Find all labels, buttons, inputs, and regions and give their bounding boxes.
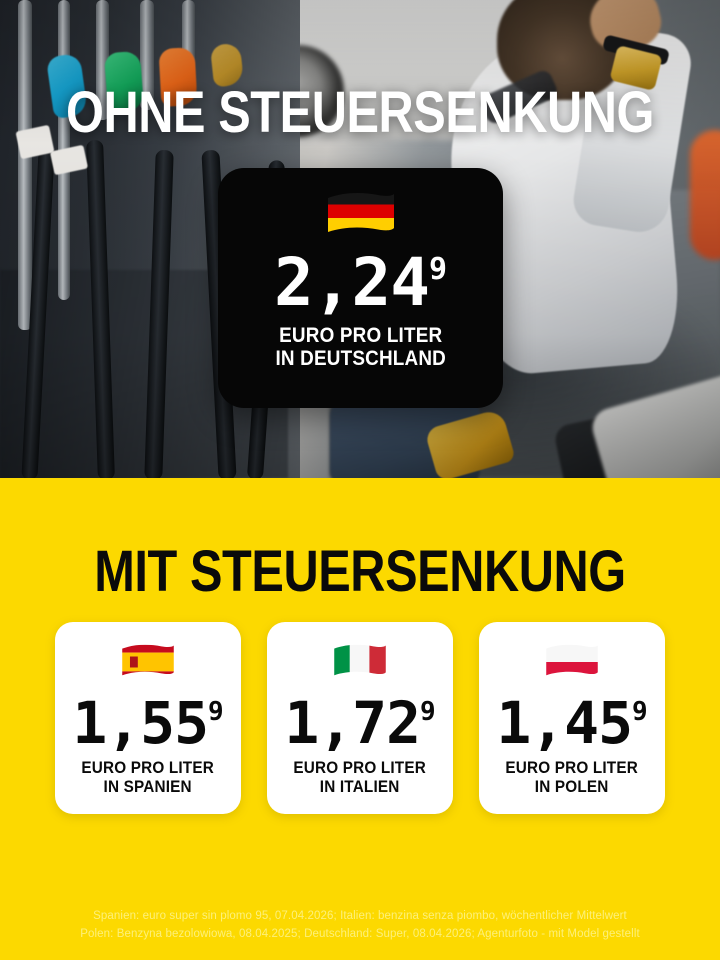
flag-germany-icon: [324, 190, 398, 245]
price-value-italy: 1,72 9: [284, 689, 436, 757]
price-main-italy: 1,72: [284, 689, 421, 757]
price-caption-germany: EURO PRO LITER IN DEUTSCHLAND: [275, 324, 446, 371]
price-caption-line1: EURO PRO LITER: [278, 323, 443, 347]
price-card-spain: 1,55 9 EURO PRO LITER IN SPANIEN: [55, 622, 241, 814]
orange-background-object: [690, 130, 720, 260]
price-card-germany: 2,24 9 EURO PRO LITER IN DEUTSCHLAND: [218, 168, 503, 408]
flag-spain-icon: [119, 642, 177, 687]
price-value-germany: 2,24 9: [273, 244, 447, 321]
price-superscript-spain: 9: [208, 697, 224, 727]
price-caption-line1: EURO PRO LITER: [505, 758, 639, 778]
flag-italy-icon: [331, 642, 389, 687]
page-title-top: OHNE STEUERSENKUNG: [66, 80, 654, 145]
price-card-poland: 1,45 9 EURO PRO LITER IN POLEN: [479, 622, 665, 814]
price-caption-italy: EURO PRO LITER IN ITALIEN: [294, 758, 427, 796]
price-caption-poland: EURO PRO LITER IN POLEN: [506, 758, 639, 796]
price-caption-line1: EURO PRO LITER: [293, 758, 427, 778]
price-caption-line2: IN POLEN: [535, 777, 609, 797]
price-main-spain: 1,55: [72, 689, 209, 757]
price-caption-line1: EURO PRO LITER: [81, 758, 215, 778]
pump-tube-1: [18, 0, 32, 330]
pump-tube-4: [140, 0, 154, 110]
price-card-italy: 1,72 9 EURO PRO LITER IN ITALIEN: [267, 622, 453, 814]
price-card-list: 1,55 9 EURO PRO LITER IN SPANIEN: [55, 622, 665, 814]
footnote-line-2: Polen: Benzyna bezolowiowa, 08.04.2025; …: [80, 927, 640, 940]
price-superscript-poland: 9: [632, 697, 648, 727]
page-title-bottom: MIT STEUERSENKUNG: [94, 539, 626, 604]
price-main-germany: 2,24: [273, 244, 430, 321]
price-superscript-germany: 9: [428, 252, 447, 287]
price-caption-line2: IN SPANIEN: [103, 777, 193, 797]
price-main-poland: 1,45: [496, 689, 633, 757]
price-caption-line2: IN ITALIEN: [320, 777, 400, 797]
flag-poland-icon: [543, 642, 601, 687]
price-caption-line2: IN DEUTSCHLAND: [275, 347, 446, 371]
footnote: Spanien: euro super sin plomo 95, 07.04.…: [0, 908, 720, 944]
price-value-spain: 1,55 9: [72, 689, 224, 757]
price-value-poland: 1,45 9: [496, 689, 648, 757]
price-caption-spain: EURO PRO LITER IN SPANIEN: [82, 758, 215, 796]
price-superscript-italy: 9: [420, 697, 436, 727]
footnote-line-1: Spanien: euro super sin plomo 95, 07.04.…: [93, 910, 627, 922]
